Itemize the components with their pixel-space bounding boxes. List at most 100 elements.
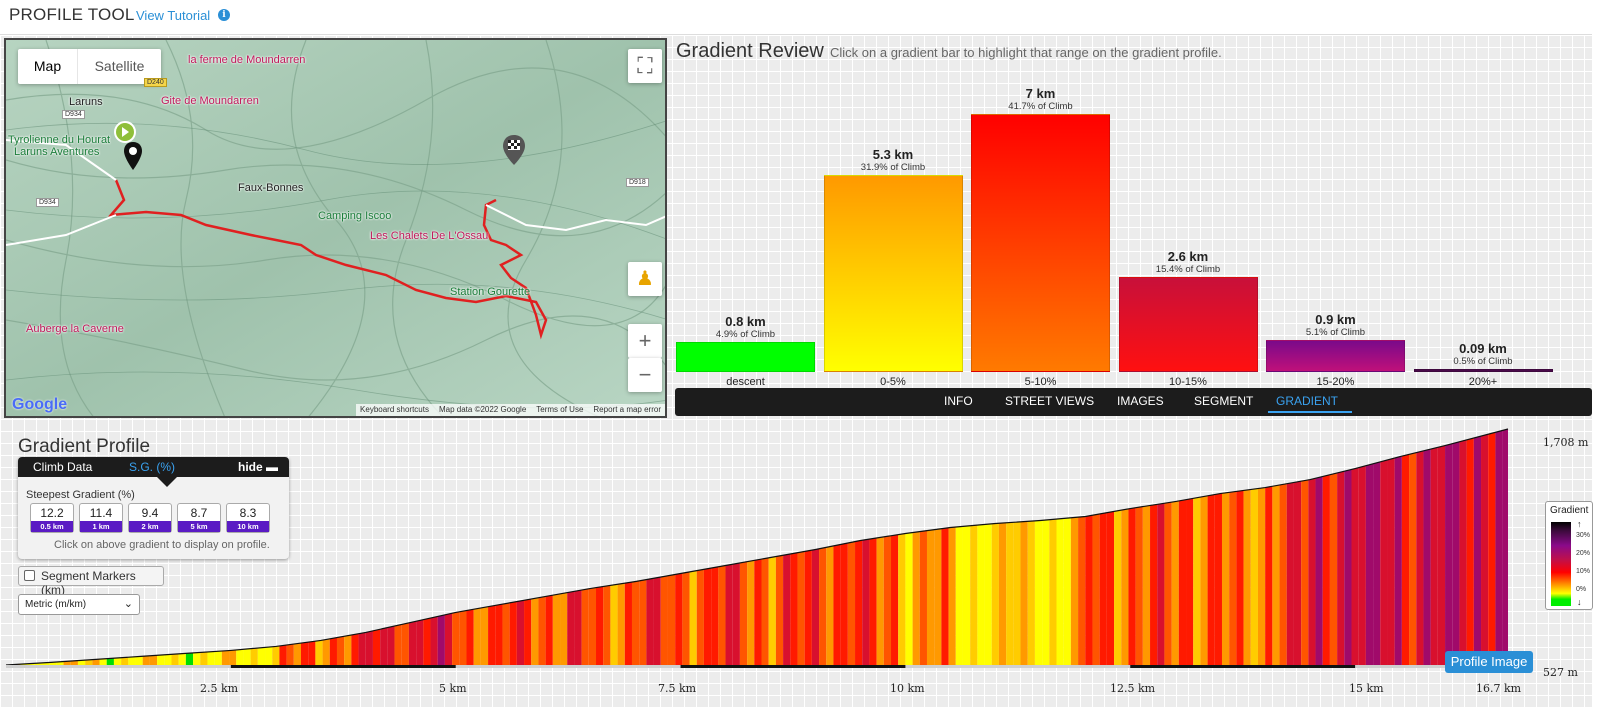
bar-category-label: 0-5%	[880, 376, 906, 388]
zoom-in-button[interactable]: +	[628, 324, 662, 358]
steepest-gradient-0-5km[interactable]: 12.2 0.5 km	[30, 503, 74, 533]
route-map[interactable]: Map Satellite ⛶ ♟ + − Laruns Gite de Mou…	[4, 38, 667, 418]
profile-image-button[interactable]: Profile Image	[1445, 651, 1533, 673]
profile-segment	[718, 565, 726, 665]
profile-segment	[926, 529, 935, 665]
profile-segment	[365, 630, 373, 665]
map-view-button[interactable]: Map	[18, 49, 78, 84]
profile-segment	[243, 648, 251, 665]
profile-segment	[178, 653, 186, 665]
gradient-bar-10-15[interactable]: 2.6 km 15.4% of Climb 10-15%	[1118, 249, 1258, 390]
bar-fill[interactable]	[1118, 277, 1258, 372]
profile-segment	[1229, 491, 1237, 665]
profile-segment	[1056, 518, 1064, 665]
fullscreen-icon[interactable]: ⛶	[628, 49, 662, 83]
gradient-bar-0-5[interactable]: 5.3 km 31.9% of Climb 0-5%	[823, 147, 963, 390]
profile-segment	[1293, 481, 1302, 665]
finish-flag-marker-icon[interactable]	[500, 133, 528, 167]
tab-segment[interactable]: SEGMENT	[1194, 394, 1254, 408]
profile-segment	[1114, 510, 1122, 665]
bar-category-label: descent	[726, 376, 765, 388]
segment-markers-checkbox[interactable]	[24, 570, 35, 581]
x-axis-band	[1130, 665, 1356, 668]
profile-segment	[185, 652, 194, 665]
profile-segment	[106, 658, 114, 665]
info-icon[interactable]: i	[218, 9, 230, 21]
profile-segment	[200, 651, 208, 665]
profile-segment	[732, 562, 740, 665]
sg-value: 11.4	[89, 506, 113, 520]
x-tick-label: 10 km	[890, 682, 925, 695]
steepest-gradient-tab[interactable]: S.G. (%)	[129, 460, 176, 474]
hide-button[interactable]: hide ▬	[238, 460, 278, 474]
profile-segment	[444, 613, 453, 665]
profile-segment	[459, 610, 467, 665]
gradient-bar-20[interactable]: 0.09 km 0.5% of Climb 20%+	[1413, 341, 1553, 390]
steepest-gradient-2km[interactable]: 9.4 2 km	[128, 503, 172, 533]
profile-segment	[301, 642, 309, 665]
profile-segment	[1085, 515, 1093, 665]
profile-segment	[1308, 478, 1316, 665]
gradient-bar-15-20[interactable]: 0.9 km 5.1% of Climb 15-20%	[1266, 312, 1405, 390]
gradient-bar-5-10[interactable]: 7 km 41.7% of Climb 5-10%	[971, 86, 1110, 390]
profile-segment	[603, 585, 611, 665]
profile-segment	[574, 590, 582, 665]
profile-segment	[1121, 508, 1129, 665]
profile-segment	[1250, 488, 1258, 665]
profile-segment	[1337, 471, 1345, 665]
profile-segment	[1221, 492, 1230, 665]
arrow-up-icon: ↑	[1577, 519, 1582, 529]
bar-fill[interactable]	[1266, 340, 1405, 372]
profile-segment	[1236, 490, 1244, 665]
steepest-gradient-5km[interactable]: 8.7 5 km	[177, 503, 221, 533]
profile-segment	[955, 526, 963, 665]
profile-segment	[639, 579, 647, 665]
profile-segment	[711, 566, 719, 665]
climb-data-tab[interactable]: Climb Data	[33, 460, 93, 474]
profile-segment	[941, 527, 949, 665]
profile-segment	[948, 527, 956, 665]
units-select[interactable]: Metric (m/km) ⌄	[18, 594, 140, 615]
profile-segment	[99, 658, 107, 665]
road-tag-d918: D918	[626, 178, 649, 187]
keyboard-shortcuts-link[interactable]: Keyboard shortcuts	[360, 405, 429, 414]
bar-fill[interactable]	[676, 342, 815, 372]
sg-distance: 10 km	[227, 521, 269, 532]
location-pin-icon[interactable]	[122, 140, 144, 172]
tab-info[interactable]: INFO	[944, 394, 973, 408]
terms-link[interactable]: Terms of Use	[536, 405, 584, 414]
gradient-bar-descent[interactable]: 0.8 km 4.9% of Climb descent	[676, 314, 815, 390]
bar-fill[interactable]	[823, 175, 963, 372]
profile-segment	[934, 528, 942, 665]
profile-segment	[408, 621, 417, 665]
report-error-link[interactable]: Report a map error	[593, 405, 661, 414]
satellite-view-button[interactable]: Satellite	[94, 58, 145, 74]
bar-distance-label: 0.8 km	[725, 314, 766, 329]
profile-segment	[1142, 505, 1151, 665]
gradient-review-hint: Click on a gradient bar to highlight tha…	[830, 45, 1222, 60]
gradient-profile-chart[interactable]	[0, 425, 1540, 707]
tab-street-views[interactable]: STREET VIEWS	[1005, 394, 1095, 408]
tab-gradient[interactable]: GRADIENT	[1276, 394, 1339, 408]
steepest-gradient-10km[interactable]: 8.3 10 km	[226, 503, 270, 533]
profile-segment	[1416, 450, 1424, 665]
profile-segment	[164, 654, 172, 665]
top-bar: PROFILE TOOL View Tutorial i	[0, 0, 1600, 34]
steepest-gradient-1km[interactable]: 11.4 1 km	[79, 503, 123, 533]
profile-segment	[1473, 436, 1482, 665]
tab-images[interactable]: IMAGES	[1117, 394, 1164, 408]
map-label-laruns-aventures: Laruns Aventures	[14, 146, 100, 158]
segment-markers-toggle[interactable]: Segment Markers (km)	[18, 566, 164, 597]
map-label-ferme: la ferme de Moundarren	[188, 54, 306, 66]
bar-fill[interactable]	[1413, 369, 1553, 372]
zoom-out-button[interactable]: −	[628, 358, 662, 392]
street-view-pegman-icon[interactable]: ♟	[628, 262, 662, 296]
bar-fill[interactable]	[971, 114, 1110, 372]
start-marker-icon[interactable]	[110, 120, 140, 150]
map-label-gite: Gite de Moundarren	[161, 95, 259, 107]
profile-segment	[1013, 521, 1021, 665]
view-tutorial-link[interactable]: View Tutorial	[136, 8, 211, 23]
elevation-line	[5, 428, 1509, 666]
climb-data-header: Climb Data S.G. (%) hide ▬	[18, 457, 289, 477]
elevation-min-label: 527 m	[1543, 666, 1578, 679]
